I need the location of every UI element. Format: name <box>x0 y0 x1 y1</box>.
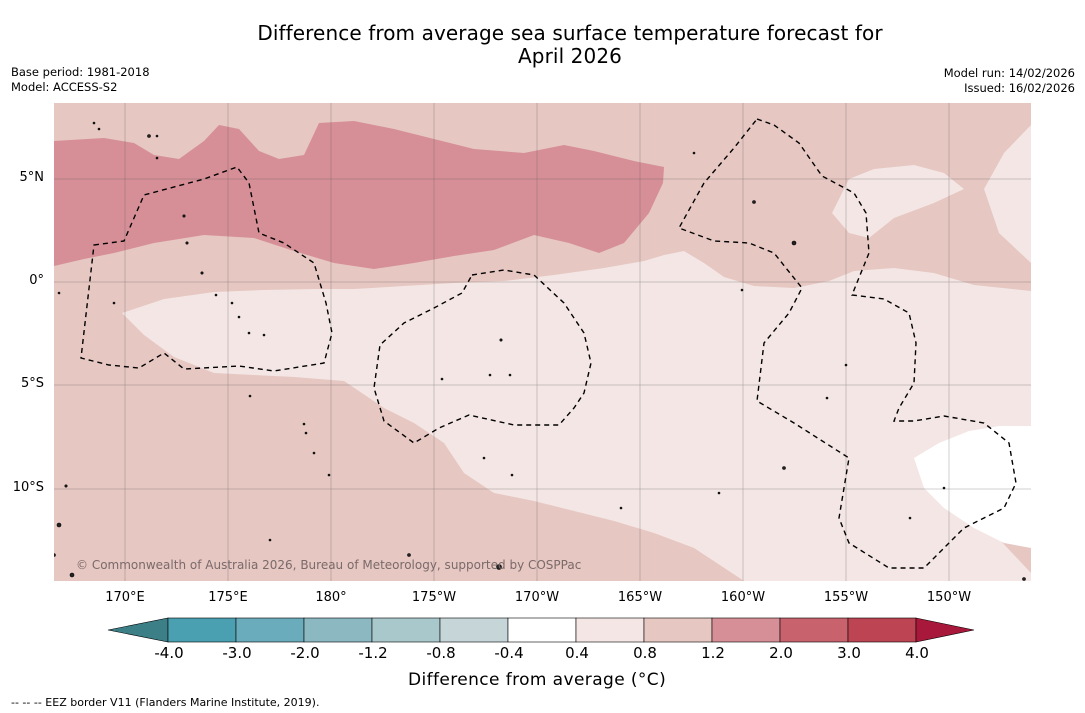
islands <box>54 121 1026 581</box>
colorbar-tick-label: 3.0 <box>837 644 861 662</box>
eez-legend-footnote: -- -- -- EEZ border V11 (Flanders Marine… <box>11 696 320 709</box>
colorbar-title: Difference from average (°C) <box>408 670 667 690</box>
colorbar-segment <box>371 617 441 643</box>
model-name: Model: ACCESS-S2 <box>11 80 118 94</box>
meta-right: Model run: 14/02/2026 Issued: 16/02/2026 <box>944 66 1075 96</box>
lat-label-5s: 5°S <box>20 376 44 391</box>
lon-label-165w: 165°W <box>617 590 663 605</box>
eez-phoenix <box>373 269 592 444</box>
lon-label-180: 180° <box>315 590 347 605</box>
eez-borders <box>80 118 1017 569</box>
colorbar-segment <box>235 617 305 643</box>
sst-map-svg <box>54 103 1031 581</box>
colorbar-segment <box>507 617 577 643</box>
lon-label-155w: 155°W <box>823 590 869 605</box>
colorbar-segment <box>643 617 713 643</box>
lon-label-170e: 170°E <box>105 590 145 605</box>
anomaly-region-0.4-0.8-central <box>122 251 1031 581</box>
anomaly-region-0.4-0.8-east-edge <box>984 125 1031 263</box>
colorbar-tick-label: 0.8 <box>633 644 657 662</box>
colorbar-segment <box>439 617 509 643</box>
title-line-1: Difference from average sea surface temp… <box>257 21 883 45</box>
lat-label-5n: 5°N <box>19 170 45 185</box>
meta-left: Base period: 1981-2018 Model: ACCESS-S2 <box>11 65 150 95</box>
colorbar-tick-label: -0.8 <box>426 644 456 662</box>
colorbar-segment <box>711 617 781 643</box>
colorbar-segment <box>167 617 237 643</box>
colorbar-tick-label: 1.2 <box>701 644 725 662</box>
colorbar <box>107 617 975 643</box>
colorbar-tick-label: 2.0 <box>769 644 793 662</box>
lon-label-175e: 175°E <box>208 590 248 605</box>
base-period: Base period: 1981-2018 <box>11 65 150 79</box>
sst-map <box>54 103 1031 581</box>
colorbar-segment <box>303 617 373 643</box>
eez-tuvalu <box>80 166 333 372</box>
lat-label-10s: 10°S <box>12 480 44 495</box>
colorbar-tick-label: -2.0 <box>290 644 320 662</box>
colorbar-segment <box>575 617 645 643</box>
colorbar-segment <box>779 617 849 643</box>
lon-label-175w: 175°W <box>411 590 457 605</box>
colorbar-tick-label: -0.4 <box>494 644 524 662</box>
eez-line-islands <box>677 118 1017 569</box>
lon-label-150w: 150°W <box>926 590 972 605</box>
issued-date: Issued: 16/02/2026 <box>964 81 1075 95</box>
colorbar-tick-label: -3.0 <box>222 644 252 662</box>
anomaly-region-0.4-0.8-northeast <box>832 165 964 238</box>
lon-label-170w: 170°W <box>514 590 560 605</box>
copyright-notice: © Commonwealth of Australia 2026, Bureau… <box>76 558 582 572</box>
chart-title: Difference from average sea surface temp… <box>0 22 1085 68</box>
colorbar-tick-label: 4.0 <box>905 644 929 662</box>
title-line-2: April 2026 <box>518 44 622 68</box>
lat-label-0: 0° <box>29 273 44 288</box>
lon-label-160w: 160°W <box>720 590 766 605</box>
colorbar-over-arrow <box>915 617 975 643</box>
colorbar-tick-label: -4.0 <box>154 644 184 662</box>
model-run: Model run: 14/02/2026 <box>943 66 1075 80</box>
anomaly-region-neutral <box>914 426 1031 548</box>
colorbar-tick-label: 0.4 <box>565 644 589 662</box>
colorbar-segment <box>847 617 917 643</box>
colorbar-under-arrow <box>107 617 169 643</box>
anomaly-region-1.2-2.0 <box>54 121 664 269</box>
colorbar-tick-label: -1.2 <box>358 644 388 662</box>
